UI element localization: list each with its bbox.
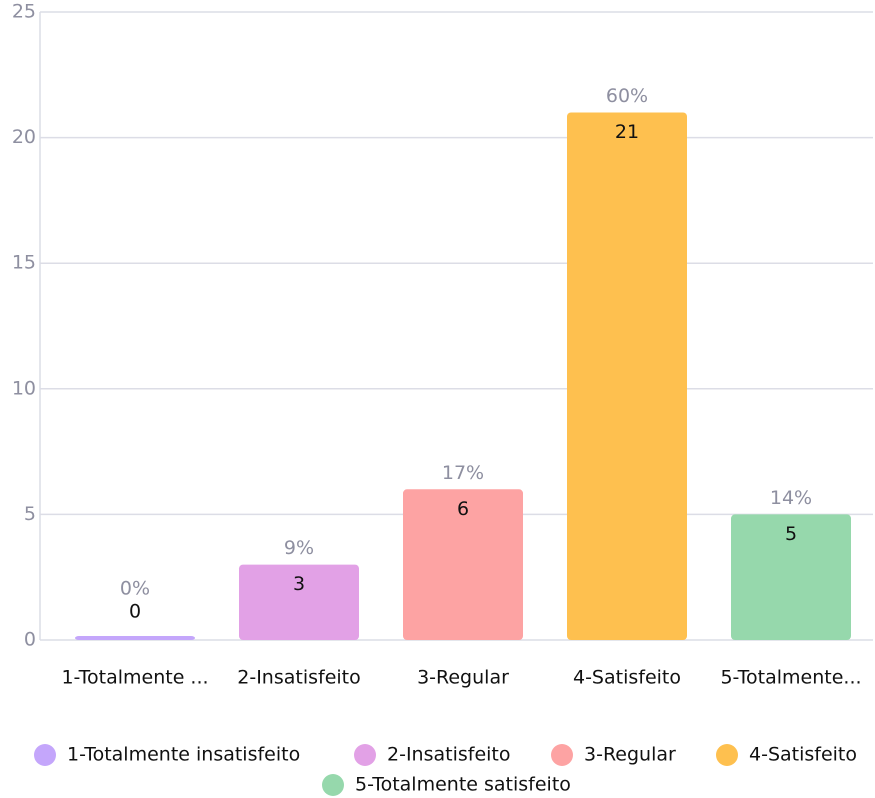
value-label: 5 <box>785 523 797 545</box>
value-label: 21 <box>615 121 639 143</box>
value-label: 3 <box>293 573 305 595</box>
legend-marker <box>354 744 376 766</box>
value-label: 6 <box>457 498 469 520</box>
y-tick-label: 20 <box>12 126 36 148</box>
bar <box>239 564 359 640</box>
x-tick-label: 3-Regular <box>417 667 509 689</box>
bar <box>403 489 523 640</box>
y-tick-label: 10 <box>12 377 36 399</box>
legend-label: 4-Satisfeito <box>749 744 857 766</box>
legend-label: 5-Totalmente satisfeito <box>355 774 571 796</box>
legend-marker <box>34 744 56 766</box>
legend-marker <box>716 744 738 766</box>
legend-label: 3-Regular <box>584 744 676 766</box>
percent-label: 17% <box>442 462 484 484</box>
y-tick-label: 0 <box>24 629 36 651</box>
y-tick-label: 25 <box>12 1 36 23</box>
legend-marker <box>551 744 573 766</box>
legend-marker <box>322 774 344 796</box>
legend-label: 2-Insatisfeito <box>387 744 511 766</box>
percent-label: 9% <box>284 537 314 559</box>
x-tick-label: 2-Insatisfeito <box>237 667 361 689</box>
bar <box>731 514 851 640</box>
percent-label: 14% <box>770 487 812 509</box>
percent-label: 0% <box>120 578 150 600</box>
percent-label: 60% <box>606 85 648 107</box>
bar <box>567 112 687 641</box>
x-tick-label: 4-Satisfeito <box>573 667 681 689</box>
x-tick-label: 1-Totalmente ... <box>61 667 208 689</box>
bar <box>75 636 195 640</box>
x-tick-label: 5-Totalmente... <box>720 667 861 689</box>
y-tick-label: 15 <box>12 252 36 274</box>
legend-label: 1-Totalmente insatisfeito <box>67 744 300 766</box>
value-label: 0 <box>129 601 141 623</box>
y-tick-label: 5 <box>24 503 36 525</box>
